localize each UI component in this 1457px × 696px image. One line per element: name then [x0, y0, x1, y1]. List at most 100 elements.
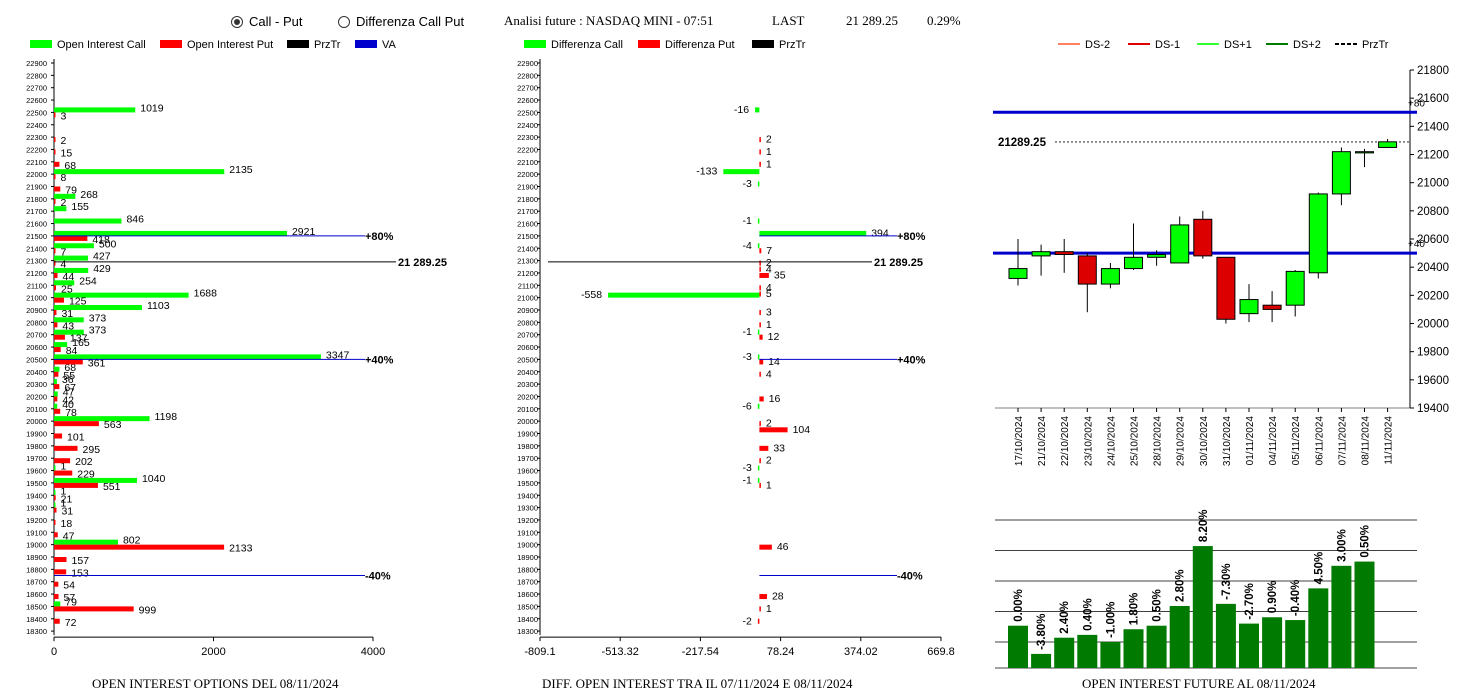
candle-body [1262, 304, 1282, 310]
candle-body [1147, 253, 1167, 258]
radio-unselected-icon[interactable] [338, 15, 350, 28]
radio-call-put[interactable]: Call - Put [231, 14, 302, 29]
oi-bar [1308, 588, 1329, 668]
strike-tick-label: 21800 [26, 195, 47, 204]
put-bar [54, 519, 56, 525]
put-bar [54, 137, 56, 143]
date-tick-label: 28/10/2024 [1153, 416, 1164, 466]
put-value-label: 137 [70, 333, 88, 345]
put-bar [54, 347, 61, 353]
put-value-label: 18 [61, 518, 73, 530]
strike-tick-label: 19300 [517, 504, 538, 513]
put-diff-bar-label: 46 [777, 541, 789, 553]
put-bar [54, 297, 64, 303]
put-bar [54, 482, 98, 488]
put-value-label: 999 [139, 604, 157, 616]
call-diff-bar-label: -3 [743, 462, 752, 474]
put-value-label: 44 [63, 271, 75, 283]
call-value-label: 2921 [292, 226, 316, 238]
call-diff-bar-label: -558 [581, 289, 602, 301]
strike-tick-label: 19700 [517, 454, 538, 463]
put-diff-bar-label: 4 [766, 368, 772, 380]
oi-bar [1285, 620, 1306, 668]
put-diff-bar [759, 427, 788, 433]
legend-swatch [524, 40, 546, 48]
strike-tick-label: 19300 [26, 504, 47, 513]
strike-tick-label: 20500 [26, 355, 47, 364]
call-diff-bar-label: -1 [743, 215, 752, 227]
put-bar [54, 248, 56, 254]
put-value-label: 2 [61, 135, 67, 147]
price-tick-label: 20400 [1417, 262, 1449, 274]
call-value-label: 373 [89, 312, 107, 324]
call-diff-bar [755, 107, 760, 113]
strike-tick-label: 21400 [517, 244, 538, 253]
radio-differenza[interactable]: Differenza Call Put [338, 14, 464, 29]
put-bar [54, 433, 63, 439]
call-diff-bar [757, 181, 760, 187]
strike-tick-label: 22900 [26, 59, 47, 68]
strike-tick-label: 18700 [26, 578, 47, 587]
put-diff-bar [759, 482, 761, 488]
date-tick-label: 23/10/2024 [1083, 416, 1094, 466]
radio-selected-icon[interactable] [231, 15, 243, 28]
call-value-label: 1019 [140, 102, 164, 114]
strike-tick-label: 19100 [26, 528, 47, 537]
strike-tick-label: 19800 [517, 442, 538, 451]
last-label: LAST [772, 13, 805, 28]
date-tick-label: 29/10/2024 [1176, 416, 1187, 466]
put-diff-bar [759, 272, 769, 278]
put-diff-bar [759, 544, 772, 550]
call-value-label: 79 [65, 596, 77, 608]
put-bar [54, 557, 67, 562]
put-diff-bar [759, 371, 761, 377]
call-diff-bar-label: -3 [743, 178, 752, 190]
strike-tick-label: 21200 [26, 269, 47, 278]
put-diff-bar [759, 137, 761, 143]
price-tick-label: 21600 [1417, 93, 1449, 105]
put-diff-bar-label: 1 [766, 146, 772, 158]
strike-tick-label: 22100 [26, 158, 47, 167]
put-diff-bar [759, 359, 764, 365]
oi-bar-label: 3.00% [1336, 529, 1348, 562]
strike-tick-label: 21200 [517, 269, 538, 278]
put-value-label: 72 [65, 617, 77, 629]
candle-body [1054, 251, 1074, 255]
put-value-label: 3 [61, 110, 67, 122]
put-bar [54, 198, 56, 204]
open-interest-diff-chart: Differenza Call Differenza Put PrzTr 22900 2… [517, 39, 955, 658]
strike-tick-label: 20000 [26, 417, 47, 426]
put-bar [54, 507, 57, 513]
put-bar [54, 495, 56, 501]
put-value-label: 43 [62, 320, 74, 332]
put-diff-bar-label: 104 [793, 424, 811, 436]
put-value-label: 563 [104, 419, 122, 431]
candle-body [1077, 255, 1097, 285]
candle-body [1285, 270, 1305, 306]
put-value-label: 21 [61, 493, 73, 505]
price-tick-label: 19600 [1417, 375, 1449, 387]
put-bar [54, 544, 225, 550]
put-diff-bar-label: 4 [766, 282, 772, 294]
call-value-label: 427 [93, 251, 111, 263]
legend-label: DS+2 [1293, 39, 1321, 51]
strike-tick-label: 19000 [26, 541, 47, 550]
legend-label: PrzTr [314, 39, 341, 51]
legend-label: VA [382, 39, 397, 51]
strike-tick-label: 22300 [517, 133, 538, 142]
legend-label: DS-1 [1155, 39, 1180, 51]
open-interest-future-chart: 0.00% -3.80% 2.40% 0.40% -1.00% 1.80% 0.50% 2.8… [995, 509, 1417, 669]
strike-tick-label: 19200 [517, 516, 538, 525]
put-bar [54, 618, 60, 624]
price-tick-label: 20000 [1417, 319, 1449, 331]
call-bar [54, 601, 61, 607]
strike-tick-label: 21700 [26, 207, 47, 216]
strike-tick-label: 19700 [26, 454, 47, 463]
strike-tick-label: 22800 [26, 71, 47, 80]
put-value-label: 54 [63, 580, 75, 592]
strike-tick-label: 22600 [517, 96, 538, 105]
x-tick-label: -217.54 [682, 646, 719, 658]
oi-bar-label: -1.00% [1105, 601, 1117, 637]
strike-tick-label: 19400 [517, 491, 538, 500]
strike-tick-label: 21400 [26, 244, 47, 253]
